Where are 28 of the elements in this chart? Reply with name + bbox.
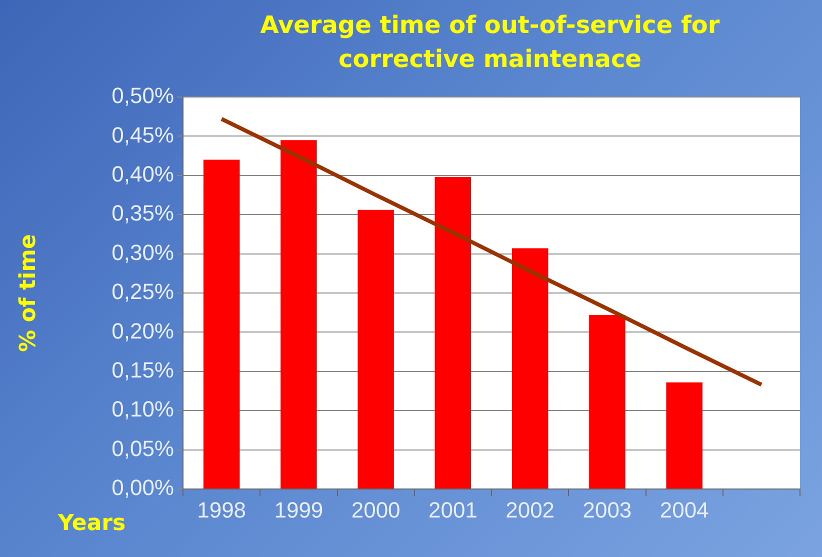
y-tick-label: 0,45% bbox=[112, 122, 174, 148]
x-tick-label: 1999 bbox=[274, 497, 324, 522]
x-tick-label: 2004 bbox=[660, 497, 709, 522]
x-tick-label: 2000 bbox=[351, 497, 400, 522]
y-tick-label: 0,05% bbox=[112, 436, 174, 461]
x-tick-label: 1998 bbox=[197, 497, 246, 522]
y-tick-label: 0,35% bbox=[112, 200, 174, 226]
bar bbox=[203, 160, 240, 488]
y-axis-title: % of time bbox=[16, 234, 41, 352]
bar bbox=[358, 210, 394, 488]
x-tick-label: 2002 bbox=[506, 497, 555, 522]
y-tick-label: 0,10% bbox=[112, 396, 174, 422]
y-tick-label: 0,30% bbox=[112, 240, 174, 265]
bar bbox=[434, 176, 472, 488]
y-tick-label: 0,15% bbox=[112, 357, 174, 382]
y-tick-label: 0,25% bbox=[112, 279, 174, 304]
y-tick-label: 0,50% bbox=[112, 83, 174, 108]
x-tick-label: 2003 bbox=[582, 497, 632, 522]
bar bbox=[512, 248, 548, 488]
y-tick-label: 0,40% bbox=[112, 161, 174, 186]
bar bbox=[280, 140, 317, 488]
x-axis-title: Years bbox=[58, 511, 126, 536]
y-tick-label: 0,00% bbox=[112, 475, 174, 500]
bar bbox=[589, 314, 626, 488]
x-tick-label: 2001 bbox=[428, 497, 478, 522]
bar bbox=[666, 382, 702, 488]
chart-title: Average time of out-of-service for corrective maintenace bbox=[259, 10, 721, 75]
y-tick-label: 0,20% bbox=[112, 318, 174, 344]
